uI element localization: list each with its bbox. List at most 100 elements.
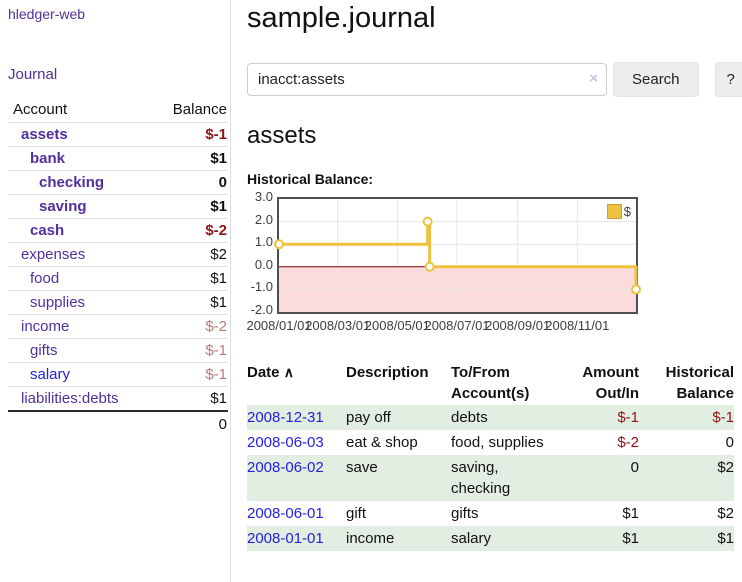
account-row: income $-2 xyxy=(8,314,228,339)
data-point-marker xyxy=(422,216,433,227)
account-balance: $-2 xyxy=(150,218,228,243)
transaction-date-link[interactable]: 2008-06-03 xyxy=(247,434,324,451)
transaction-description: eat & shop xyxy=(346,434,418,451)
account-link[interactable]: saving xyxy=(39,198,87,215)
register-header-description: Description xyxy=(346,364,429,381)
transaction-description: save xyxy=(346,459,378,476)
register-header-tofrom: To/From Account(s) xyxy=(451,364,530,402)
data-point-marker xyxy=(631,284,641,295)
clear-search-icon[interactable]: × xyxy=(589,70,598,87)
account-link[interactable]: food xyxy=(30,270,60,287)
search-input[interactable] xyxy=(247,63,607,96)
data-point-marker xyxy=(424,261,435,272)
y-tick-label: 2.0 xyxy=(254,211,273,227)
transaction-balance: 0 xyxy=(725,434,734,451)
transaction-balance: $-1 xyxy=(712,409,734,426)
account-balance: $1 xyxy=(150,266,228,291)
legend-label: $ xyxy=(623,204,631,219)
data-point-marker xyxy=(274,239,284,250)
transaction-amount: $1 xyxy=(622,530,639,547)
transaction-amount: $1 xyxy=(622,505,639,522)
account-row: food $1 xyxy=(8,266,228,291)
account-link[interactable]: salary xyxy=(30,366,71,383)
x-tick-label: 2008/09/01 xyxy=(485,318,551,333)
account-row: assets $-1 xyxy=(8,122,228,147)
transaction-balance: $2 xyxy=(717,505,734,522)
transaction-tofrom: salary xyxy=(451,530,492,547)
page-title: sample.journal xyxy=(247,2,436,34)
chart-legend: $ xyxy=(606,204,631,219)
chart-canvas xyxy=(274,199,641,312)
register-header-date[interactable]: Date ∧ xyxy=(247,361,342,405)
transaction-balance: $1 xyxy=(717,530,734,547)
chart-title: Historical Balance: xyxy=(247,171,374,187)
account-balance: $-1 xyxy=(150,122,228,147)
transaction-amount: 0 xyxy=(630,459,639,476)
account-balance: $-2 xyxy=(150,314,228,339)
account-link[interactable]: gifts xyxy=(30,342,58,359)
sidebar-item-journal[interactable]: Journal xyxy=(8,66,58,83)
transaction-amount: $-2 xyxy=(617,434,639,451)
search-input-wrap: × xyxy=(247,63,607,96)
main-panel: sample.journal × Search ? assets Histori… xyxy=(231,0,742,582)
register-header-row: Date ∧ Description To/From Account(s) Am… xyxy=(247,361,734,405)
account-row: gifts $-1 xyxy=(8,338,228,363)
account-link[interactable]: liabilities:debts xyxy=(21,390,119,407)
transaction-description: income xyxy=(346,530,395,547)
x-tick-label: 2008/03/01 xyxy=(305,318,371,333)
account-balance: $-1 xyxy=(150,338,228,363)
transaction-date-link[interactable]: 2008-06-01 xyxy=(247,505,324,522)
register-header-amount: Amount Out/In xyxy=(582,364,639,402)
transaction-date-link[interactable]: 2008-01-01 xyxy=(247,530,324,547)
register-row: 2008-06-01 gift gifts $1 $2 xyxy=(247,501,734,526)
account-row: salary $-1 xyxy=(8,362,228,387)
account-link[interactable]: assets xyxy=(21,126,68,143)
sort-ascending-icon: ∧ xyxy=(283,364,294,380)
y-tick-label: 0.0 xyxy=(254,256,273,272)
transaction-amount: $-1 xyxy=(617,409,639,426)
account-row: liabilities:debts $1 xyxy=(8,386,228,411)
transaction-date-link[interactable]: 2008-12-31 xyxy=(247,409,324,426)
brand-link[interactable]: hledger-web xyxy=(8,6,86,22)
x-tick-label: 2008/11/01 xyxy=(545,318,610,333)
account-row: bank $1 xyxy=(8,146,228,171)
legend-swatch-icon xyxy=(606,204,622,219)
account-link[interactable]: expenses xyxy=(21,246,86,263)
y-tick-label: -1.0 xyxy=(250,279,273,295)
sidebar: hledger-web Journal Account Balance asse… xyxy=(0,0,231,582)
register-header-balance: Historical Balance xyxy=(665,364,734,402)
account-link[interactable]: cash xyxy=(30,222,65,239)
accounts-table: Account Balance assets $-1 bank $1 check… xyxy=(8,101,228,436)
account-row: cash $-2 xyxy=(8,218,228,243)
transaction-balance: $2 xyxy=(717,459,734,476)
account-row: expenses $2 xyxy=(8,242,228,267)
account-balance: $2 xyxy=(150,242,228,267)
search-button[interactable]: Search xyxy=(613,62,699,97)
transaction-tofrom: debts xyxy=(451,409,488,426)
accounts-total-row: 0 xyxy=(8,410,228,436)
search-form: × Search ? xyxy=(247,62,742,97)
transaction-description: pay off xyxy=(346,409,391,426)
transaction-tofrom: food, supplies xyxy=(451,434,544,451)
account-link[interactable]: bank xyxy=(30,150,66,167)
register-table: Date ∧ Description To/From Account(s) Am… xyxy=(247,361,734,551)
transaction-date-link[interactable]: 2008-06-02 xyxy=(247,459,324,476)
account-balance: 0 xyxy=(150,170,228,195)
transaction-description: gift xyxy=(346,505,367,522)
help-button[interactable]: ? xyxy=(714,62,742,97)
account-link[interactable]: income xyxy=(21,318,70,335)
account-link[interactable]: checking xyxy=(39,174,105,191)
x-tick-label: 2008/05/01 xyxy=(364,318,430,333)
account-row: supplies $1 xyxy=(8,290,228,315)
register-row: 2008-06-03 eat & shop food, supplies $-2… xyxy=(247,430,734,455)
register-row: 2008-12-31 pay off debts $-1 $-1 xyxy=(247,405,734,430)
account-row: saving $1 xyxy=(8,194,228,219)
accounts-header-account: Account xyxy=(13,101,68,118)
account-balance: $-1 xyxy=(150,362,228,387)
account-balance: $1 xyxy=(150,386,228,411)
account-link[interactable]: supplies xyxy=(30,294,86,311)
chart-plot-area: $ xyxy=(274,197,641,314)
date-header-label: Date xyxy=(247,364,280,381)
y-tick-label: -2.0 xyxy=(250,302,273,317)
